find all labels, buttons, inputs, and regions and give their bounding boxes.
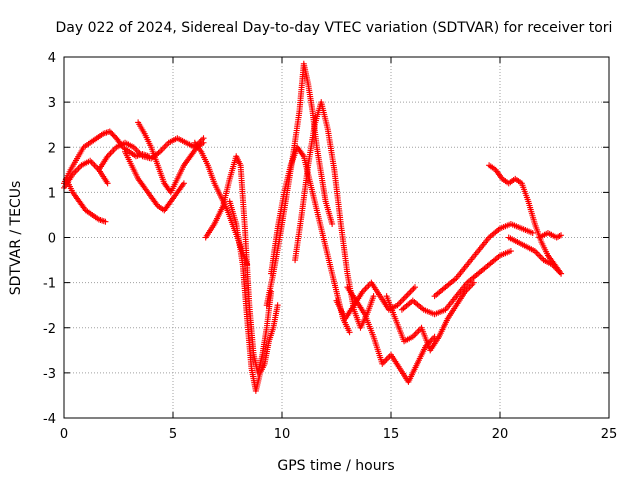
data-point — [104, 180, 111, 187]
data-point — [529, 229, 536, 236]
y-tick-label: 3 — [48, 96, 56, 111]
y-tick-label: 2 — [48, 141, 56, 156]
data-point — [558, 270, 565, 277]
grid — [64, 57, 609, 418]
x-tick-label: 10 — [274, 427, 291, 442]
series-sat-q — [431, 220, 536, 300]
series-sat-l — [292, 99, 377, 331]
series-sat-g — [191, 139, 251, 268]
data-point — [110, 132, 117, 139]
data-points — [61, 60, 565, 394]
y-tick-label: 0 — [48, 232, 56, 247]
x-tick-label: 20 — [492, 427, 509, 442]
y-axis-label: SDTVAR / TECUs — [8, 181, 24, 296]
data-point — [470, 279, 477, 286]
data-point — [108, 129, 115, 136]
data-point — [370, 293, 377, 300]
y-tick-label: 1 — [48, 186, 56, 201]
data-point — [329, 220, 336, 227]
data-point — [558, 232, 565, 239]
series-sat-f — [122, 148, 187, 214]
y-tick-label: -2 — [43, 322, 56, 337]
x-tick-label: 0 — [60, 427, 68, 442]
x-axis-label: GPS time / hours — [277, 458, 394, 474]
data-point — [346, 329, 353, 336]
data-point — [102, 218, 109, 225]
x-tick-label: 25 — [601, 427, 618, 442]
axis-ticks: 0 5 10 15 20 25 -4 -3 -2 -1 0 1 2 3 4 — [43, 51, 617, 442]
series-sat-s — [505, 234, 565, 277]
data-point — [109, 131, 116, 138]
data-point — [200, 139, 207, 146]
data-point — [274, 302, 281, 309]
y-tick-label: -1 — [43, 277, 56, 292]
data-point — [180, 180, 187, 187]
series-sat-p — [398, 248, 514, 318]
chart-title: Day 022 of 2024, Sidereal Day-to-day VTE… — [56, 20, 613, 36]
series-sat-o — [383, 279, 477, 354]
data-point — [507, 248, 514, 255]
x-tick-label: 5 — [169, 427, 177, 442]
series-sat-t — [536, 229, 565, 241]
data-point — [411, 284, 418, 291]
y-tick-label: 4 — [48, 51, 56, 66]
y-tick-label: -3 — [43, 367, 56, 382]
series-sat-i — [226, 198, 281, 394]
x-tick-label: 15 — [383, 427, 400, 442]
data-point — [106, 128, 113, 135]
series-sat-e — [135, 119, 207, 196]
y-tick-label: -4 — [43, 412, 56, 427]
